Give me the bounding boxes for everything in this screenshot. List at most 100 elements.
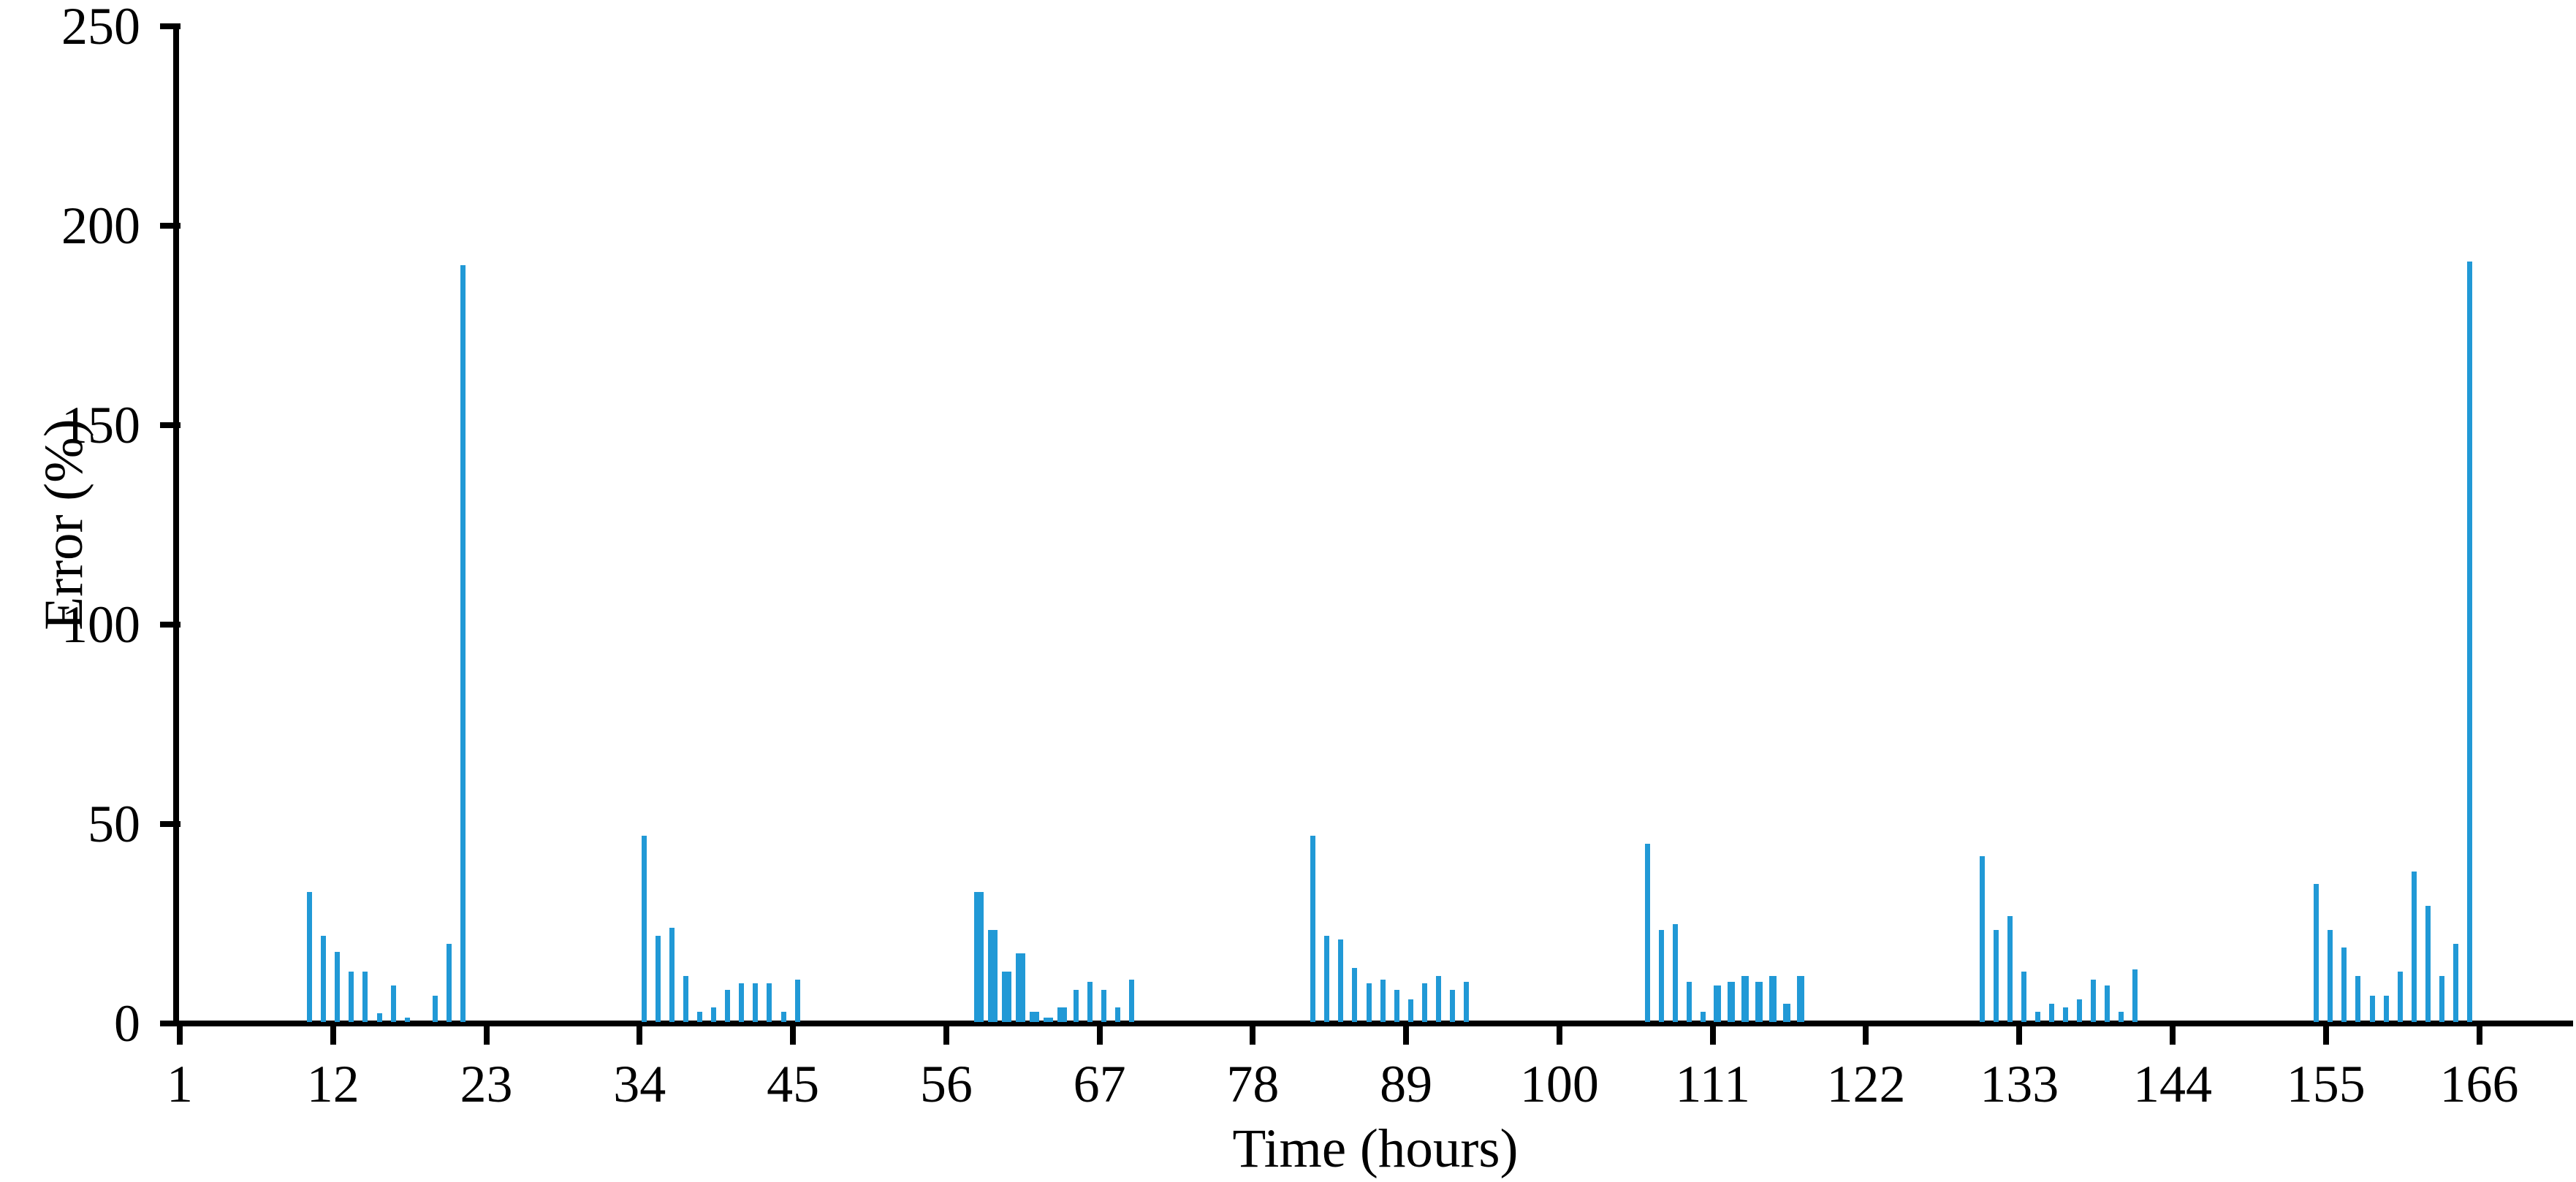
x-tick (943, 1026, 949, 1045)
x-tick (483, 1026, 490, 1045)
bar (1057, 1007, 1067, 1022)
bar (711, 1007, 717, 1022)
bar (1015, 953, 1025, 1022)
x-tick-label: 1 (167, 1055, 193, 1113)
bar (1644, 844, 1650, 1022)
bar (1101, 989, 1107, 1022)
bar (1687, 981, 1692, 1022)
bar (1029, 1011, 1039, 1022)
bar (1979, 855, 1985, 1022)
bar (767, 983, 772, 1022)
bar (1043, 1017, 1053, 1022)
bar (2355, 975, 2361, 1022)
bar (335, 951, 341, 1022)
x-tick (1556, 1026, 1562, 1045)
bar (1087, 981, 1093, 1022)
bar (794, 979, 800, 1022)
bar (2341, 947, 2347, 1022)
bar (1115, 1007, 1121, 1022)
bar (2397, 972, 2403, 1022)
bar (390, 985, 396, 1022)
bar (987, 929, 998, 1022)
bar (739, 983, 745, 1022)
bar (2048, 1003, 2054, 1022)
x-tick (1709, 1026, 1716, 1045)
bar (683, 975, 688, 1022)
x-tick (2016, 1026, 2023, 1045)
bar (349, 972, 354, 1022)
x-tick-label: 122 (1826, 1055, 1906, 1113)
bar (669, 927, 675, 1022)
bar (2132, 969, 2138, 1022)
y-tick-label: 200 (61, 196, 140, 255)
y-tick (160, 820, 181, 827)
bar (973, 891, 984, 1022)
bar (2328, 929, 2333, 1022)
y-tick (160, 222, 181, 229)
x-tick (177, 1026, 183, 1045)
y-tick-label: 250 (61, 0, 140, 56)
bar (307, 891, 313, 1022)
bar (2105, 985, 2110, 1022)
bar (641, 836, 647, 1022)
bar (1797, 975, 1805, 1022)
bar (2091, 979, 2097, 1022)
bar (1713, 985, 1721, 1022)
bar (1673, 923, 1678, 1022)
bar (1338, 939, 1344, 1022)
bar (725, 989, 731, 1022)
bar (1783, 1003, 1791, 1022)
bar (432, 995, 438, 1022)
bar (1380, 979, 1386, 1022)
y-tick-label: 50 (88, 794, 140, 853)
bar (697, 1011, 703, 1022)
x-tick (790, 1026, 797, 1045)
bar (1993, 929, 1999, 1022)
bar (2425, 905, 2431, 1022)
bar (1741, 975, 1749, 1022)
bar (1701, 1011, 1706, 1022)
bar (2383, 995, 2389, 1022)
bar (2439, 975, 2444, 1022)
bar (321, 935, 327, 1022)
y-tick (160, 422, 181, 428)
y-tick (160, 1021, 181, 1026)
bar (1769, 975, 1777, 1022)
bar (2021, 972, 2026, 1022)
x-tick-label: 12 (306, 1055, 360, 1113)
x-tick (1250, 1026, 1256, 1045)
y-tick-label: 150 (61, 395, 140, 454)
bar (1755, 981, 1763, 1022)
bar (1366, 983, 1372, 1022)
y-tick (160, 621, 181, 628)
bar (2077, 999, 2082, 1022)
bar (2034, 1011, 2040, 1022)
x-tick-label: 166 (2439, 1055, 2519, 1113)
x-tick-label: 34 (613, 1055, 666, 1113)
x-tick (1403, 1026, 1410, 1045)
bar (1394, 989, 1399, 1022)
x-tick-label: 155 (2286, 1055, 2366, 1113)
x-axis-title: Time (hours) (1232, 1118, 1519, 1179)
x-tick-label: 144 (2133, 1055, 2212, 1113)
x-tick (1096, 1026, 1103, 1045)
bar (362, 972, 368, 1022)
bar (2314, 883, 2319, 1022)
x-tick (637, 1026, 643, 1045)
bar (1421, 983, 1427, 1022)
bar (1449, 989, 1455, 1022)
bar (376, 1013, 382, 1022)
x-tick-label: 111 (1675, 1055, 1751, 1113)
x-tick-label: 56 (919, 1055, 973, 1113)
x-tick-label: 78 (1226, 1055, 1280, 1113)
x-tick-label: 45 (767, 1055, 820, 1113)
bar (1310, 836, 1316, 1022)
bar (2452, 943, 2458, 1022)
bar (2411, 872, 2417, 1022)
bar (2119, 1011, 2124, 1022)
bar (1129, 979, 1135, 1022)
x-tick (2476, 1026, 2482, 1045)
bar (1658, 929, 1664, 1022)
bar (2467, 261, 2472, 1022)
